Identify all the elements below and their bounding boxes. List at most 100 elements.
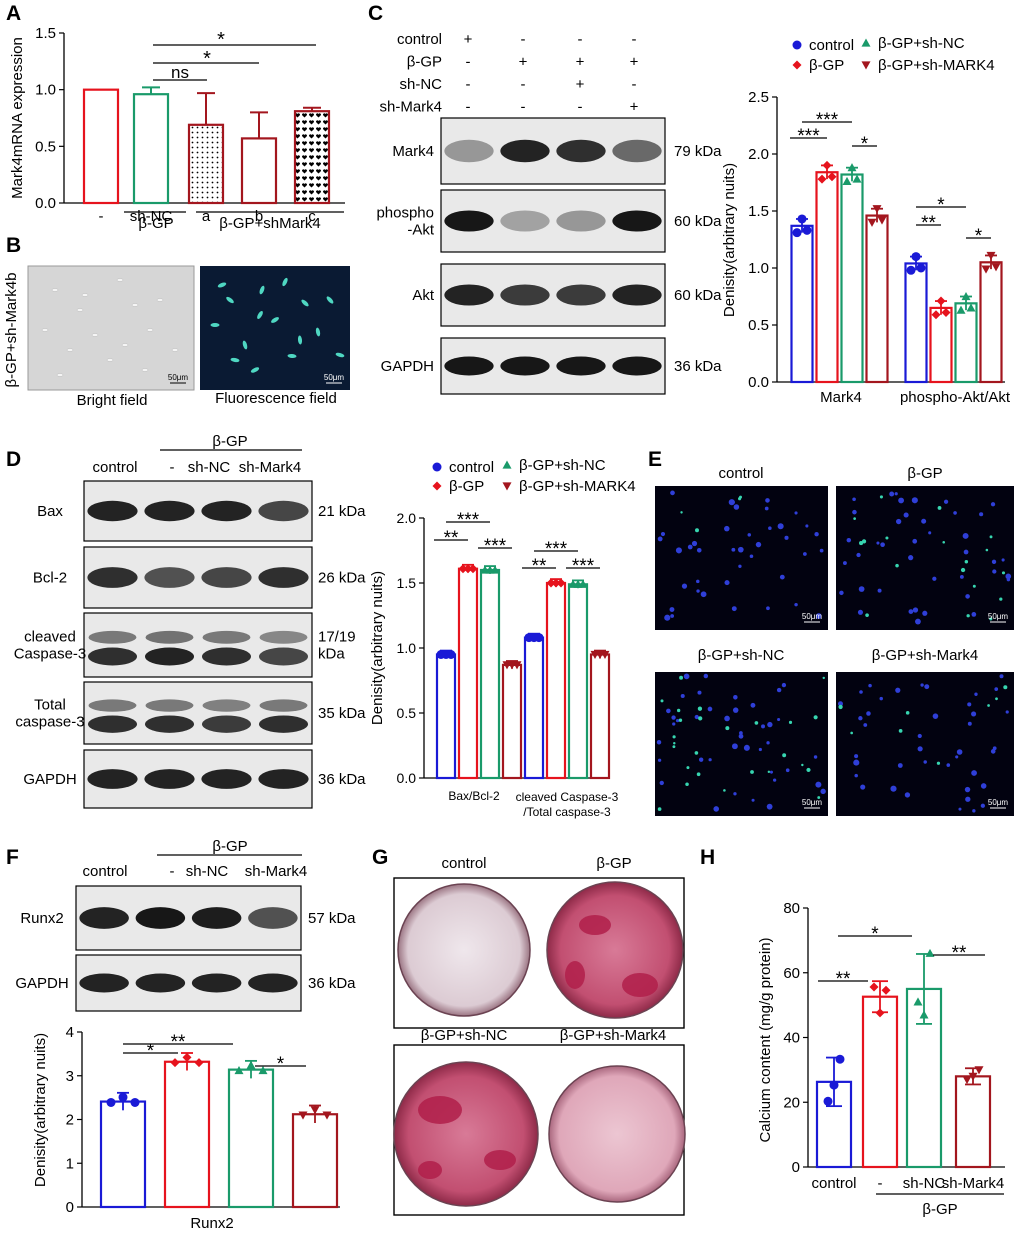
panel-e-nucleus-0-39 bbox=[794, 602, 798, 607]
panel-e-image-2 bbox=[655, 672, 828, 816]
panel-c-ytick-label-5: 2.5 bbox=[748, 89, 769, 106]
panel-c-sign-2-2: + bbox=[576, 76, 585, 93]
panel-e-nucleus-3-29 bbox=[994, 687, 999, 691]
panel-e-nucleus-3-16 bbox=[980, 803, 985, 808]
panel-e-nucleus-2-9 bbox=[766, 803, 773, 810]
panel-h-bar-3 bbox=[954, 1075, 992, 1169]
panel-h-point-0-1 bbox=[835, 1054, 845, 1064]
panel-c-point-0-2-1 bbox=[852, 174, 862, 183]
panel-f-point-0-2-1 bbox=[258, 1066, 268, 1075]
bright-cell-6 bbox=[156, 298, 164, 302]
fluor-cell-1 bbox=[226, 296, 234, 304]
panel-e-positive-2-10 bbox=[679, 675, 684, 680]
panel-d-point-1-3-2 bbox=[595, 650, 605, 659]
panel-e-positive-2-3 bbox=[754, 721, 759, 725]
bright-cell-1 bbox=[76, 308, 84, 312]
panel-e-nucleus-0-30 bbox=[657, 536, 663, 542]
panel-c-bar-1-1 bbox=[929, 306, 953, 384]
panel-d-band-1-2 bbox=[201, 567, 252, 588]
panel-f-bar-0-3 bbox=[291, 1113, 339, 1209]
panel-e-nucleus-1-38 bbox=[895, 518, 902, 525]
panel-e-nucleus-1-13 bbox=[908, 555, 914, 561]
panel-e-nucleus-3-30 bbox=[974, 692, 978, 696]
panel-f-lane-3: sh-Mark4 bbox=[245, 863, 308, 880]
panel-f-kda-1: 36 kDa bbox=[308, 975, 356, 992]
panel-e-nucleus-2-22 bbox=[675, 718, 680, 723]
panel-d-ytick-label-2: 1.0 bbox=[397, 640, 417, 656]
panel-e-nucleus-2-6 bbox=[656, 740, 662, 745]
panel-f-point-0-2-2 bbox=[246, 1060, 256, 1069]
panel-c-sign-1-3: + bbox=[630, 54, 639, 71]
panel-e-nucleus-0-16 bbox=[755, 541, 762, 548]
bright-cell-7 bbox=[41, 328, 49, 332]
panel-h-ytick-label-0: 0 bbox=[792, 1159, 800, 1176]
panel-c-sig-5: ** bbox=[921, 213, 936, 234]
panel-h-point-2-1 bbox=[925, 948, 935, 957]
panel-e-nucleus-3-28 bbox=[971, 711, 977, 717]
panel-e-nucleus-1-19 bbox=[912, 607, 919, 613]
panel-e-nucleus-3-26 bbox=[853, 759, 860, 766]
panel-e-nucleus-3-20 bbox=[946, 763, 951, 767]
panel-f-band-0-0 bbox=[79, 907, 129, 929]
panel-d-sig-4: *** bbox=[545, 539, 568, 560]
panel-e-positive-3-5 bbox=[850, 731, 853, 735]
panel-e-nucleus-3-38 bbox=[967, 721, 972, 726]
panel-e-nucleus-2-31 bbox=[776, 687, 782, 693]
panel-e-nucleus-0-29 bbox=[777, 523, 784, 530]
panel-d-kda-3: 35 kDa bbox=[318, 705, 366, 722]
panel-e-nucleus-3-5 bbox=[964, 786, 971, 793]
panel-d-legend-marker-2 bbox=[502, 460, 512, 469]
panel-e-nucleus-3-12 bbox=[895, 687, 901, 693]
panel-h-point-1-1 bbox=[881, 985, 891, 995]
panel-c-sign-0-1: - bbox=[521, 31, 526, 48]
panel-h-point-1-2 bbox=[875, 1008, 885, 1018]
panel-e-positive-3-3 bbox=[987, 704, 990, 707]
panel-e-nucleus-2-15 bbox=[813, 755, 818, 759]
panel-h-point-3-2 bbox=[968, 1072, 978, 1081]
panel-e-nucleus-3-33 bbox=[854, 773, 858, 778]
bright-cell-14 bbox=[81, 293, 89, 297]
panel-d-kda-2: 17/19 kDa bbox=[318, 629, 356, 663]
panel-h-xtick-0: control bbox=[811, 1175, 856, 1192]
panel-d-band-upper-2-3 bbox=[259, 630, 308, 644]
fluor-cell-2 bbox=[242, 340, 248, 350]
bright-cell-4 bbox=[66, 348, 74, 352]
panel-d-band-3-3 bbox=[258, 715, 309, 733]
panel-d-point-0-0-2 bbox=[441, 650, 451, 659]
panel-c-bar-0-0 bbox=[790, 224, 814, 384]
panel-e-nucleus-0-21 bbox=[737, 546, 744, 553]
bright-cell-2 bbox=[116, 278, 124, 282]
bright-field-image bbox=[27, 265, 195, 391]
panel-f-band-1-1 bbox=[135, 973, 186, 993]
panel-c-blot-label-0: Mark4 bbox=[392, 143, 434, 160]
panel-d-bar-0-0 bbox=[435, 653, 457, 780]
panel-c-sign-1-0: - bbox=[466, 54, 471, 71]
panel-h-point-2-0 bbox=[913, 997, 923, 1006]
panel-d-ytick-label-1: 0.5 bbox=[397, 705, 417, 721]
bright-cell-13 bbox=[141, 368, 149, 372]
panel-c-kda-2: 60 kDa bbox=[674, 287, 722, 304]
panel-g-mineral-deposit-3 bbox=[418, 1096, 462, 1124]
panel-e-nucleus-3-17 bbox=[923, 760, 927, 764]
panel-e-nucleus-2-5 bbox=[766, 741, 770, 745]
fluor-cell-12 bbox=[297, 335, 303, 345]
panel-c-legend-marker-0 bbox=[792, 40, 802, 50]
panel-a-bar-2 bbox=[187, 123, 225, 205]
panel-d-ytick-label-4: 2.0 bbox=[397, 510, 417, 526]
panel-e-nucleus-1-3 bbox=[962, 532, 969, 539]
panel-e-positive-3-0 bbox=[905, 711, 910, 715]
panel-e-nucleus-0-11 bbox=[819, 548, 824, 553]
panel-e-positive-3-6 bbox=[936, 761, 941, 765]
panel-h-point-2-2 bbox=[919, 1010, 929, 1019]
panel-e-nucleus-0-35 bbox=[681, 583, 688, 589]
panel-c-row-label-3: sh-Mark4 bbox=[379, 99, 442, 116]
panel-f-western-blots: β-GP control - sh-NC sh-Mark4 Runx2 57 kDa GAPD… bbox=[15, 838, 356, 1012]
panel-c-band-2-3 bbox=[612, 284, 662, 306]
panel-g-title-2: β-GP+sh-NC bbox=[421, 1027, 508, 1044]
panel-e-positive-2-17 bbox=[750, 770, 754, 774]
panel-h-sig-3: ** bbox=[952, 943, 967, 964]
fluor-cell-10 bbox=[230, 357, 240, 363]
panel-e-nucleus-0-22 bbox=[731, 547, 736, 552]
panel-e-positive-2-2 bbox=[685, 782, 689, 787]
